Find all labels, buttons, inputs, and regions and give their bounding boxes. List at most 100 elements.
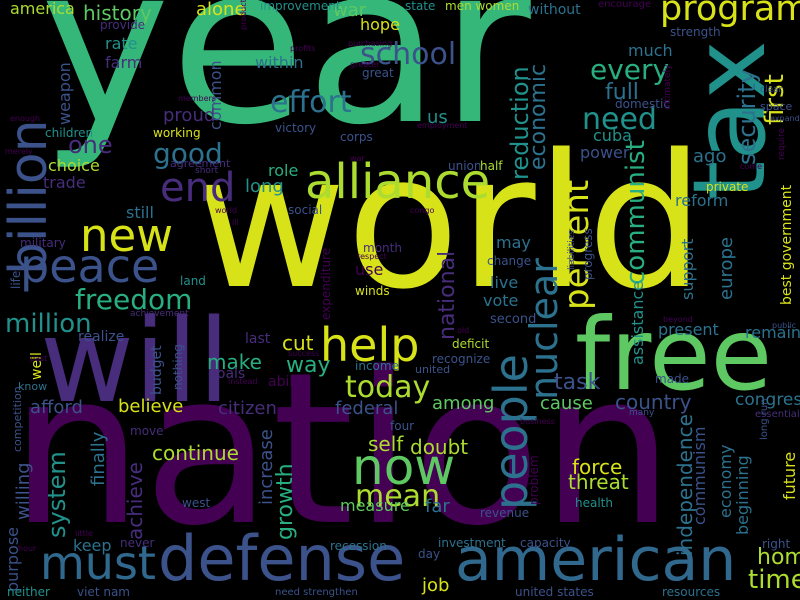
cloud-word: help bbox=[320, 318, 420, 372]
cloud-word: move bbox=[130, 424, 164, 438]
cloud-word: future bbox=[780, 451, 799, 500]
cloud-word: winds bbox=[355, 284, 390, 298]
cloud-word: private bbox=[706, 180, 749, 194]
cloud-word: reform bbox=[675, 191, 729, 210]
cloud-word: good bbox=[153, 137, 223, 170]
cloud-word: system bbox=[43, 451, 71, 538]
cloud-word: must bbox=[40, 536, 156, 590]
cloud-word: check bbox=[598, 409, 622, 418]
cloud-word: without bbox=[528, 2, 581, 18]
cloud-word: made bbox=[655, 372, 690, 386]
cloud-word: way bbox=[286, 353, 331, 378]
cloud-word: social bbox=[288, 203, 323, 217]
cloud-word: willing bbox=[13, 462, 34, 520]
cloud-word: force bbox=[572, 455, 623, 479]
cloud-word: present bbox=[658, 320, 719, 339]
cloud-word: among bbox=[432, 393, 495, 414]
cloud-word: public bbox=[772, 321, 797, 330]
cloud-word: world bbox=[215, 206, 238, 215]
cloud-word: never bbox=[120, 536, 155, 550]
cloud-word: state bbox=[405, 0, 436, 13]
cloud-word: within bbox=[255, 53, 304, 72]
cloud-word: remain bbox=[745, 323, 800, 342]
cloud-word: past bbox=[30, 354, 48, 363]
cloud-word: production bbox=[239, 0, 248, 30]
cloud-word: american bbox=[455, 525, 737, 595]
cloud-word: goals bbox=[208, 366, 246, 382]
cloud-word: capacity bbox=[520, 536, 571, 550]
cloud-word: viet nam bbox=[77, 585, 130, 599]
cloud-word: come bbox=[740, 162, 763, 171]
cloud-word: second bbox=[490, 312, 537, 327]
cloud-word: military bbox=[20, 236, 66, 250]
cloud-word: essential bbox=[755, 409, 800, 420]
cloud-word: enough bbox=[10, 114, 41, 123]
cloud-word: finally bbox=[88, 431, 109, 486]
cloud-word: greater bbox=[350, 60, 380, 69]
cloud-word: school bbox=[360, 37, 457, 72]
cloud-word: support bbox=[678, 238, 697, 300]
cloud-word: proud bbox=[163, 105, 216, 126]
cloud-word: half bbox=[480, 159, 503, 173]
cloud-word: land bbox=[180, 274, 206, 288]
cloud-word: nothing bbox=[171, 344, 185, 390]
cloud-word: keep bbox=[73, 536, 112, 555]
cloud-word: alliance bbox=[305, 154, 491, 210]
cloud-word: space bbox=[760, 100, 793, 113]
cloud-word: mean bbox=[355, 479, 441, 514]
cloud-word: problem bbox=[527, 455, 541, 505]
cloud-word: growth bbox=[273, 463, 298, 540]
cloud-word: four bbox=[390, 419, 415, 433]
cloud-word: far bbox=[425, 496, 450, 517]
cloud-word: vote bbox=[483, 291, 519, 310]
cloud-word: united states bbox=[515, 585, 594, 599]
cloud-word: million bbox=[5, 309, 92, 339]
cloud-word: believe bbox=[118, 396, 184, 417]
cloud-word: cut bbox=[282, 331, 314, 355]
cloud-word: world bbox=[195, 114, 705, 330]
cloud-word: trade bbox=[43, 173, 86, 192]
cloud-word: cause bbox=[540, 393, 593, 414]
cloud-word: continue bbox=[152, 441, 239, 465]
cloud-word: increase bbox=[256, 429, 277, 505]
cloud-word: america bbox=[10, 0, 75, 18]
cloud-word: today bbox=[345, 370, 431, 405]
cloud-word: know bbox=[18, 380, 48, 393]
cloud-word: may bbox=[496, 233, 531, 252]
cloud-word: merely bbox=[5, 147, 33, 156]
cloud-word: employment bbox=[417, 121, 468, 130]
cloud-word: expand bbox=[770, 114, 800, 123]
cloud-word: ago bbox=[693, 146, 727, 167]
cloud-word: beyond bbox=[663, 315, 693, 324]
cloud-word: country bbox=[615, 390, 692, 414]
cloud-word: life bbox=[9, 270, 23, 289]
cloud-word: health bbox=[575, 496, 613, 510]
cloud-word: self bbox=[368, 432, 404, 456]
cloud-word: neither bbox=[7, 585, 50, 599]
cloud-word: members bbox=[178, 94, 216, 103]
cloud-word: congo bbox=[410, 206, 435, 215]
cloud-word: ultimately bbox=[663, 64, 673, 110]
cloud-word: men women bbox=[445, 0, 520, 13]
cloud-word: make bbox=[207, 350, 262, 374]
cloud-word: power bbox=[580, 143, 630, 162]
cloud-word: economic bbox=[526, 63, 551, 170]
cloud-word: role bbox=[268, 161, 299, 180]
cloud-word: success bbox=[288, 349, 320, 358]
cloud-word: ill bbox=[232, 218, 239, 227]
cloud-word: end bbox=[160, 165, 236, 211]
cloud-word: long bbox=[245, 176, 284, 197]
cloud-word: realize bbox=[78, 329, 125, 345]
cloud-word: little bbox=[75, 529, 93, 538]
cloud-word: citizen bbox=[218, 398, 277, 419]
cloud-word: children bbox=[45, 126, 94, 140]
cloud-word: congress bbox=[735, 390, 800, 410]
cloud-word: assistance bbox=[628, 280, 647, 365]
cloud-word: many bbox=[629, 408, 655, 418]
cloud-word: working bbox=[153, 126, 201, 140]
cloud-word: war bbox=[333, 0, 367, 21]
cloud-word: use bbox=[355, 260, 384, 279]
cloud-word: progress bbox=[581, 228, 595, 280]
cloud-word: doubt bbox=[410, 435, 469, 459]
cloud-word: one bbox=[68, 131, 113, 159]
